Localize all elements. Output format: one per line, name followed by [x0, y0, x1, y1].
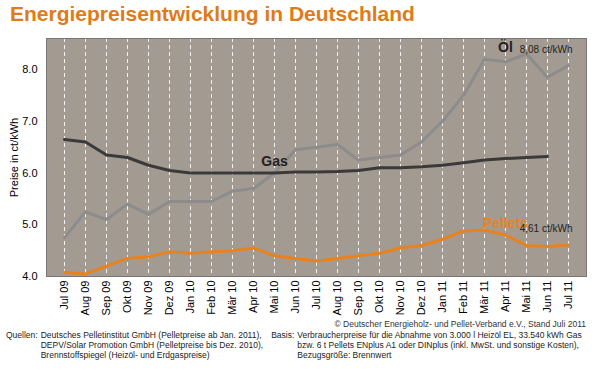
html-text:bzw. 6 t Pellets ENplus A1 ode: bzw. 6 t Pellets ENplus A1 oder DINplus … — [297, 340, 579, 350]
svg-text:Feb 10: Feb 10 — [205, 281, 217, 315]
html-text:Basis: Verbraucherpreise für d: Basis: Verbraucherpreise für die Abnahme… — [271, 330, 582, 340]
svg-text:Dez 09: Dez 09 — [163, 281, 175, 316]
svg-text:Mär 11: Mär 11 — [478, 281, 490, 314]
svg-text:Aug 09: Aug 09 — [79, 281, 91, 316]
svg-text:Sep 09: Sep 09 — [100, 281, 112, 316]
svg-text:Apr 11: Apr 11 — [499, 281, 511, 313]
svg-text:8.0: 8.0 — [22, 63, 37, 75]
svg-text:Apr 10: Apr 10 — [247, 281, 259, 313]
svg-text:Jan 10: Jan 10 — [184, 281, 196, 314]
svg-text:Okt 10: Okt 10 — [373, 281, 385, 313]
svg-text:Dez 10: Dez 10 — [415, 281, 427, 316]
svg-text:Jun 11: Jun 11 — [541, 281, 553, 313]
svg-text:4,61 ct/kWh: 4,61 ct/kWh — [520, 223, 573, 234]
svg-text:Nov 10: Nov 10 — [394, 281, 406, 316]
svg-text:Pellets: Pellets — [482, 214, 529, 231]
svg-text:Okt 09: Okt 09 — [121, 281, 133, 313]
html-text:Brennstoffspiegel (Heizöl- und: Brennstoffspiegel (Heizöl- und Erdgaspre… — [40, 350, 210, 360]
svg-text:5.0: 5.0 — [22, 218, 37, 230]
svg-text:8,08 ct/kWh: 8,08 ct/kWh — [520, 44, 573, 55]
html-text:© Deutscher Energieholz- und P: © Deutscher Energieholz- und Pellet-Verb… — [334, 319, 586, 329]
html-text:Quellen: Deutsches Pelletinsti: Quellen: Deutsches Pelletinstitut GmbH (… — [6, 330, 262, 340]
svg-text:Mai 11: Mai 11 — [520, 281, 532, 313]
svg-text:Preise in ct/kWh: Preise in ct/kWh — [8, 118, 20, 197]
svg-text:Aug 10: Aug 10 — [331, 281, 343, 316]
html-text:Energiepreisentwicklung in Deu: Energiepreisentwicklung in Deutschland — [10, 2, 415, 25]
svg-text:6.0: 6.0 — [22, 167, 37, 179]
html-text:Bezugsgröße: Brennwert: Bezugsgröße: Brennwert — [297, 350, 392, 360]
svg-text:4.0: 4.0 — [22, 270, 37, 282]
svg-text:Nov 09: Nov 09 — [142, 281, 154, 316]
svg-text:7.0: 7.0 — [22, 115, 37, 127]
svg-text:Jun 10: Jun 10 — [289, 281, 301, 314]
svg-text:Jul 10: Jul 10 — [310, 281, 322, 310]
svg-text:Mär 10: Mär 10 — [226, 281, 238, 315]
html-text:DEPV/Solar Promotion GmbH (Pel: DEPV/Solar Promotion GmbH (Pelletpreise … — [40, 340, 264, 350]
svg-text:Jul 11: Jul 11 — [562, 281, 574, 310]
svg-text:Jul 09: Jul 09 — [58, 281, 70, 310]
svg-text:Sep 10: Sep 10 — [352, 281, 364, 316]
svg-text:Öl: Öl — [498, 39, 513, 55]
svg-text:Feb 11: Feb 11 — [457, 281, 469, 314]
svg-text:Gas: Gas — [261, 153, 288, 169]
svg-text:Mai 10: Mai 10 — [268, 281, 280, 314]
svg-text:Jan 11: Jan 11 — [436, 281, 448, 313]
